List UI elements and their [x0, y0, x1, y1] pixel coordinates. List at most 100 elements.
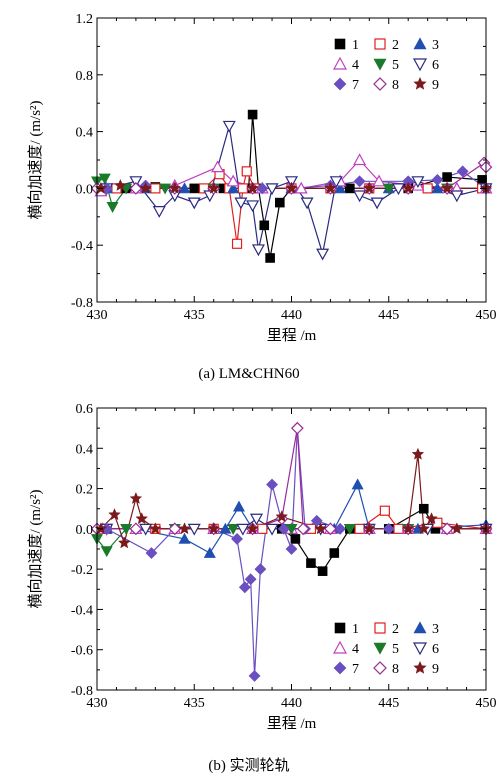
- legend-marker-1: [334, 622, 346, 634]
- x-tick-label: 440: [281, 696, 302, 711]
- data-point-series-7: [334, 522, 347, 535]
- data-point-series-9: [314, 522, 327, 535]
- data-point-series-9: [362, 181, 376, 194]
- data-point-series-9: [417, 522, 431, 535]
- data-point-series-6: [411, 176, 425, 189]
- legend-label-3: 3: [432, 622, 439, 637]
- data-point-series-6: [391, 183, 405, 196]
- legend-marker-2: [374, 38, 386, 50]
- data-point-series-2: [393, 523, 404, 534]
- data-point-series-6: [265, 523, 279, 536]
- data-point-series-6: [234, 197, 248, 210]
- data-point-series-9: [168, 181, 182, 194]
- legend-label-3: 3: [432, 38, 439, 53]
- data-point-series-6: [152, 206, 166, 218]
- data-point-series-3: [232, 500, 245, 512]
- data-point-series-5: [227, 524, 240, 535]
- x-tick-label: 450: [476, 696, 497, 711]
- data-point-series-6: [246, 200, 260, 213]
- x-tick-label: 450: [476, 308, 497, 323]
- data-point-series-2: [231, 238, 243, 249]
- data-point-series-4: [353, 153, 367, 166]
- data-point-series-3: [178, 532, 191, 544]
- y-tick-label: 0.6: [76, 402, 94, 417]
- legend-marker-2: [374, 622, 386, 634]
- data-point-series-6: [329, 176, 343, 189]
- data-point-series-6: [300, 197, 314, 210]
- data-point-series-6: [139, 523, 153, 536]
- data-point-series-6: [187, 523, 201, 536]
- data-point-series-6: [222, 120, 236, 133]
- legend-marker-6: [412, 58, 428, 72]
- legend-marker-5: [373, 642, 387, 655]
- y-tick-label: 0.4: [76, 126, 94, 141]
- data-point-series-1: [189, 183, 200, 194]
- y-tick-label: -0.2: [71, 563, 93, 578]
- legend-label-7: 7: [352, 662, 359, 677]
- data-point-series-5: [343, 524, 356, 535]
- y-tick-label: 0.8: [76, 69, 94, 84]
- data-point-series-6: [265, 183, 279, 196]
- y-tick-label: -0.8: [71, 684, 93, 699]
- data-point-series-8: [129, 522, 143, 536]
- legend-label-9: 9: [432, 78, 439, 93]
- y-tick-label: 0.0: [76, 523, 94, 538]
- x-tick-label: 430: [87, 308, 108, 323]
- data-point-series-1: [247, 109, 258, 120]
- data-point-series-5: [98, 173, 111, 185]
- data-point-series-9: [285, 181, 298, 194]
- data-point-series-2: [150, 183, 161, 194]
- data-point-series-9: [129, 491, 143, 505]
- legend-marker-7: [333, 77, 347, 91]
- legend-marker-9: [413, 76, 427, 90]
- legend-marker-6: [412, 642, 428, 656]
- data-point-series-9: [108, 508, 121, 521]
- data-point-series-9: [114, 178, 127, 191]
- data-point-series-9: [362, 522, 376, 535]
- legend-marker-3: [413, 37, 427, 50]
- data-point-series-7: [231, 533, 243, 545]
- data-point-series-9: [275, 510, 289, 523]
- data-point-series-2: [354, 523, 365, 534]
- y-tick-label: -0.6: [71, 644, 93, 659]
- data-point-series-6: [316, 248, 330, 261]
- data-point-series-7: [456, 165, 469, 178]
- data-point-series-1: [345, 183, 355, 194]
- data-point-series-7: [248, 669, 261, 682]
- legend: 1 2 3 4 5 6 7 8 9: [332, 37, 439, 93]
- legend-label-6: 6: [432, 58, 439, 73]
- data-point-series-4: [372, 174, 386, 187]
- x-tick-label: 445: [378, 696, 399, 711]
- y-tick-label: 0.0: [76, 182, 94, 197]
- legend-label-8: 8: [392, 78, 399, 93]
- data-point-series-2: [241, 166, 252, 177]
- legend-marker-4: [332, 640, 348, 654]
- data-point-series-9: [135, 512, 149, 525]
- legend-marker-8: [373, 77, 387, 91]
- data-point-series-3: [334, 182, 347, 194]
- legend-marker-7: [333, 661, 347, 675]
- data-point-series-3: [351, 478, 364, 490]
- data-point-series-9: [425, 512, 438, 525]
- data-point-series-9: [440, 181, 454, 194]
- y-tick-label: -0.4: [71, 603, 93, 618]
- data-point-series-7: [145, 547, 158, 559]
- legend-label-4: 4: [352, 58, 359, 73]
- legend-marker-9: [413, 660, 427, 674]
- y-tick-label: -0.4: [71, 239, 93, 254]
- series-line-8: [97, 427, 486, 530]
- data-point-series-9: [246, 522, 259, 535]
- data-point-series-8: [290, 421, 304, 435]
- x-tick-label: 435: [184, 308, 205, 323]
- series-line-7: [106, 427, 486, 677]
- x-tick-label: 445: [378, 308, 399, 323]
- x-axis-label: 里程 /m: [267, 715, 317, 732]
- data-point-series-7: [310, 514, 323, 527]
- data-point-series-1: [275, 197, 285, 208]
- data-point-series-3: [431, 182, 444, 194]
- legend-marker-8: [373, 661, 387, 675]
- data-point-series-9: [450, 522, 464, 535]
- data-point-series-5: [382, 183, 395, 195]
- legend-label-1: 1: [352, 622, 359, 637]
- data-point-series-6: [450, 190, 464, 203]
